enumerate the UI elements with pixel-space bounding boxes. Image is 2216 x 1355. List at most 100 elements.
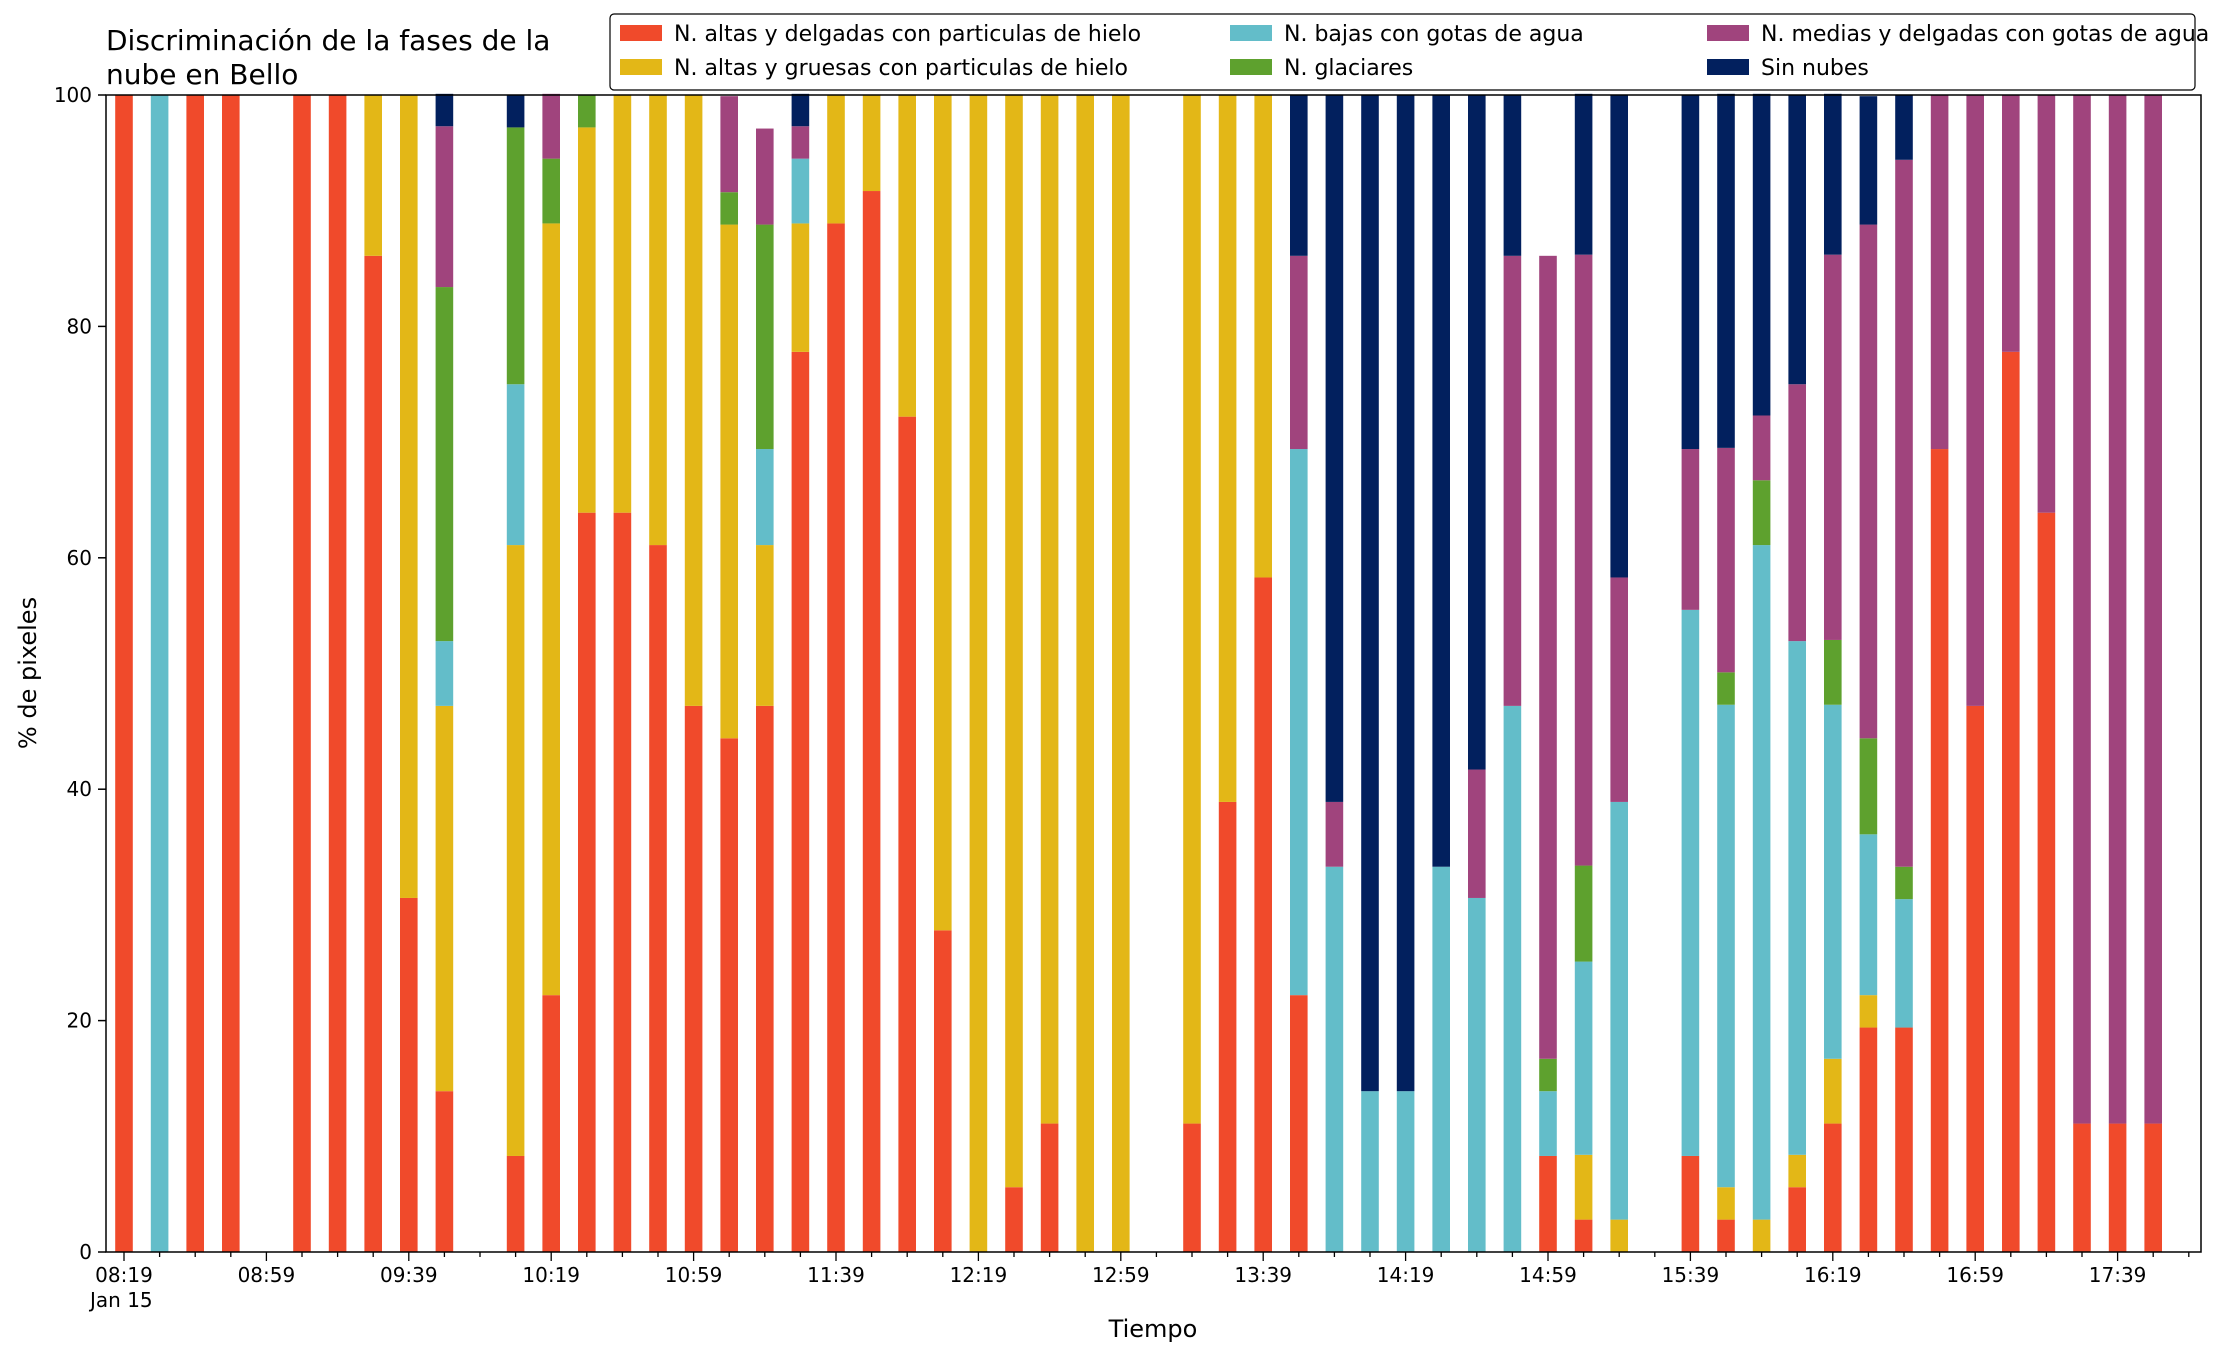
bar-1019-series-4 — [542, 93, 560, 159]
legend-swatch-2 — [1230, 25, 1272, 41]
y-tick-label: 20 — [67, 1009, 92, 1033]
bar-1059-series-1 — [684, 95, 703, 706]
bar-1419-series-2 — [1396, 1091, 1415, 1252]
y-axis-label: % de pixeles — [14, 597, 42, 749]
bar-1609-series-0 — [1788, 1187, 1806, 1252]
y-axis: 0 20 40 60 80 100 — [54, 83, 106, 1264]
bar-1349-series-5 — [1290, 95, 1308, 256]
bar-1409-series-5 — [1361, 95, 1379, 1092]
bar-0819-series-0 — [115, 95, 133, 1252]
bar-1029-series-0 — [578, 512, 596, 1252]
bar-1129-series-2 — [791, 158, 810, 224]
legend-swatch-3 — [1230, 59, 1272, 75]
x-tick-label: 12:59 — [1092, 1263, 1150, 1287]
bar-1059-series-0 — [684, 705, 703, 1252]
bar-1519-series-2 — [1610, 801, 1628, 1220]
bar-1009-series-3 — [506, 127, 525, 385]
bar-1229-series-0 — [1005, 1187, 1023, 1252]
bar-1009-series-2 — [506, 384, 525, 546]
bar-1539-series-4 — [1681, 449, 1700, 610]
bar-1119-series-4 — [756, 128, 774, 225]
bar-1619-series-5 — [1824, 93, 1842, 255]
bar-1649-series-0 — [1930, 449, 1949, 1252]
bar-1439-series-2 — [1468, 897, 1486, 1252]
x-tick-label: 16:19 — [1804, 1263, 1862, 1287]
legend-label-5: Sin nubes — [1761, 56, 1869, 81]
bar-1609-series-2 — [1788, 641, 1806, 1155]
legend-label-3: N. glaciares — [1284, 56, 1413, 81]
bar-1639-series-5 — [1895, 95, 1913, 160]
bar-1429-series-5 — [1432, 95, 1450, 867]
x-tick-label: 17:39 — [2089, 1263, 2147, 1287]
bar-1739-series-4 — [2108, 95, 2127, 1124]
bar-1439-series-5 — [1468, 95, 1486, 770]
bar-1419-series-5 — [1396, 95, 1415, 1092]
bar-1539-series-2 — [1681, 609, 1700, 1156]
bar-1639-series-3 — [1895, 866, 1913, 900]
bar-1509-series-3 — [1574, 865, 1593, 962]
bar-1509-series-5 — [1574, 93, 1593, 255]
bar-1729-series-4 — [2073, 95, 2091, 1124]
bar-1549-series-5 — [1717, 93, 1735, 448]
bar-1519-series-4 — [1610, 577, 1628, 802]
bar-1619-series-4 — [1824, 254, 1842, 640]
bar-1009-series-1 — [506, 545, 525, 1156]
legend-label-1: N. altas y gruesas con particulas de hie… — [674, 56, 1128, 81]
bar-1259-series-1 — [1112, 95, 1130, 1252]
bar-1139-series-1 — [827, 95, 845, 224]
bar-1559-series-1 — [1752, 1219, 1771, 1252]
plot-frame — [105, 94, 2202, 1253]
x-axis: 08:19 08:59 09:39 10:19 10:59 11:39 12:19 12:59… — [95, 1252, 2190, 1287]
x-tick-label: 15:39 — [1662, 1263, 1720, 1287]
bar-1459-series-3 — [1539, 1058, 1557, 1092]
bar-1729-series-0 — [2073, 1123, 2091, 1252]
bar-0939-series-0 — [400, 897, 418, 1252]
bar-0829-series-2 — [150, 95, 169, 1252]
bar-1119-series-1 — [756, 545, 774, 706]
bar-1449-series-5 — [1503, 95, 1522, 256]
bar-1539-series-0 — [1681, 1155, 1700, 1252]
x-tick-label: 14:19 — [1377, 1263, 1435, 1287]
bar-1659-series-4 — [1966, 95, 1984, 706]
bar-1629-series-5 — [1859, 96, 1878, 225]
bar-1359-series-5 — [1325, 95, 1344, 802]
bar-1219-series-1 — [969, 95, 988, 1252]
y-tick-label: 100 — [54, 83, 92, 107]
x-tick-label: 08:59 — [238, 1263, 296, 1287]
bar-1609-series-4 — [1788, 384, 1806, 642]
bar-1639-series-4 — [1895, 159, 1913, 867]
y-tick-label: 0 — [79, 1240, 92, 1264]
bar-1629-series-1 — [1859, 995, 1878, 1028]
bar-1549-series-3 — [1717, 672, 1735, 705]
x-axis-label: Tiempo — [1108, 1315, 1198, 1343]
bar-1549-series-0 — [1717, 1219, 1735, 1252]
bar-1329-series-0 — [1218, 801, 1237, 1252]
bar-1629-series-2 — [1859, 834, 1878, 996]
bar-1139-series-0 — [827, 223, 845, 1253]
bar-1659-series-0 — [1966, 705, 1984, 1252]
bar-1519-series-1 — [1610, 1219, 1628, 1252]
y-tick-label: 80 — [67, 314, 92, 338]
bar-0839-series-0 — [186, 95, 204, 1252]
bar-1209-series-0 — [934, 930, 952, 1252]
bar-1019-series-1 — [542, 223, 560, 996]
bar-1539-series-5 — [1681, 95, 1700, 450]
y-tick-label: 60 — [67, 546, 92, 570]
bar-1149-series-0 — [862, 191, 881, 1252]
bar-1119-series-0 — [756, 705, 774, 1252]
bar-0849-series-0 — [222, 95, 240, 1252]
bar-1649-series-4 — [1930, 95, 1949, 450]
x-tick-label: 10:59 — [665, 1263, 723, 1287]
bar-1009-series-5 — [506, 95, 525, 128]
x-tick-label: 08:19 — [95, 1263, 153, 1287]
x-tick-label: 13:39 — [1234, 1263, 1292, 1287]
bar-1349-series-0 — [1290, 995, 1308, 1252]
bar-1109-series-1 — [720, 224, 738, 739]
legend-swatch-4 — [1707, 25, 1749, 41]
legend-swatch-0 — [620, 25, 662, 41]
bar-1129-series-0 — [791, 351, 810, 1253]
bar-1719-series-4 — [2037, 95, 2056, 513]
bar-1109-series-0 — [720, 738, 738, 1252]
bar-1359-series-4 — [1325, 801, 1344, 867]
